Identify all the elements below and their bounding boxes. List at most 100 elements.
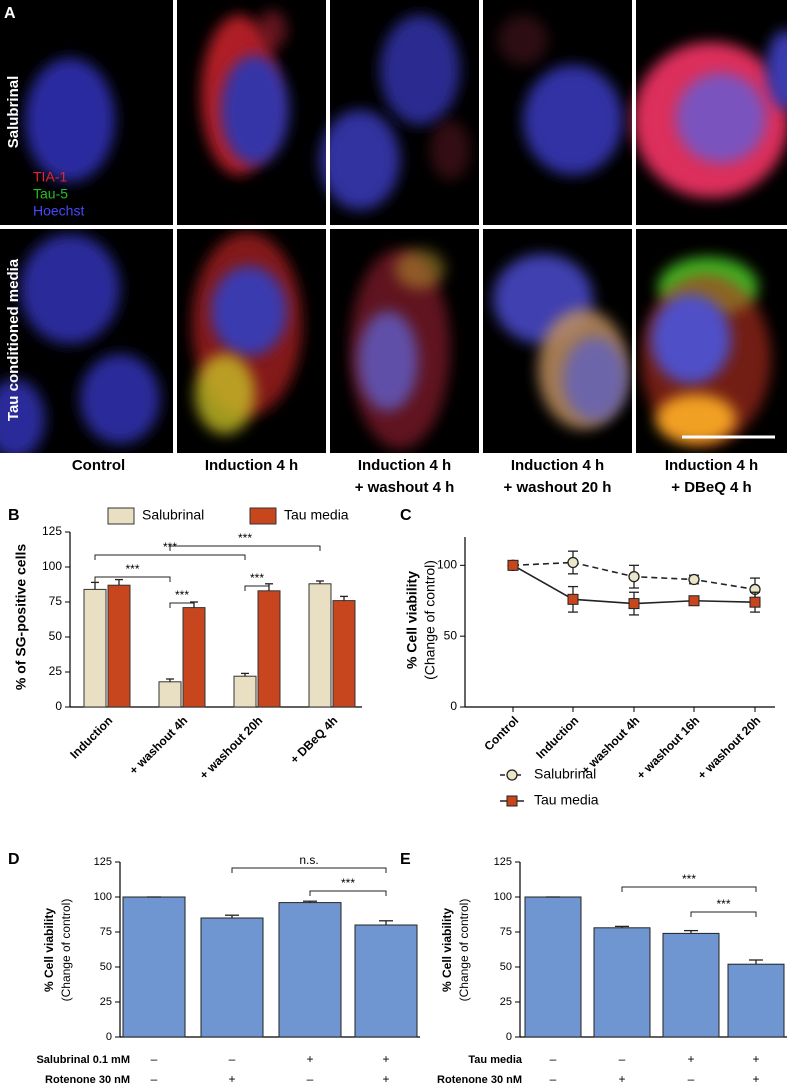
y-tick-label: 0: [506, 1031, 512, 1043]
marker: [567, 593, 579, 605]
legend-swatch: [107, 507, 135, 525]
condition-sign: –: [688, 1072, 695, 1086]
column-label: Induction 4 h: [205, 457, 298, 474]
cell-signal: [358, 311, 418, 411]
condition-sign: +: [752, 1072, 759, 1086]
condition-sign: –: [550, 1052, 557, 1066]
column-label: Induction 4 h: [665, 457, 758, 474]
condition-sign: –: [151, 1052, 158, 1066]
condition-sign: +: [382, 1052, 389, 1066]
cell-signal: [498, 15, 548, 65]
panel-label: D: [8, 851, 20, 868]
significance-label: ***: [341, 876, 355, 890]
marker: [567, 556, 579, 569]
condition-sign: +: [228, 1072, 235, 1086]
bar: [278, 902, 342, 1038]
y-axis-label: % Cell viability: [42, 908, 56, 992]
y-tick-label: 50: [444, 628, 458, 642]
cell-signal: [430, 120, 470, 180]
bar: [332, 600, 356, 708]
condition-sign: –: [550, 1072, 557, 1086]
panel-label: C: [400, 507, 412, 524]
column-label: + washout 4 h: [355, 479, 455, 496]
cell-signal: [80, 354, 160, 444]
y-axis-label: % of SG-positive cells: [13, 544, 29, 690]
legend-marker: [506, 795, 518, 807]
significance-bracket: [169, 602, 195, 608]
bar: [122, 896, 186, 1038]
y-tick-label: 75: [500, 926, 512, 938]
condition-label: Salubrinal 0.1 mM: [36, 1054, 130, 1066]
cell-signal: [25, 58, 115, 182]
separator: [0, 225, 787, 229]
row-label: Salubrinal: [5, 76, 22, 149]
column-label: + washout 20 h: [504, 479, 612, 496]
marker: [628, 598, 640, 610]
y-axis-label: % Cell viability: [440, 908, 454, 992]
significance-label: ***: [238, 531, 252, 545]
condition-sign: +: [618, 1072, 625, 1086]
cell-signal: [221, 55, 289, 165]
y-tick-label: 0: [106, 1031, 112, 1043]
marker: [749, 596, 761, 608]
marker: [688, 573, 700, 586]
cell-signal: [257, 10, 287, 50]
y-tick-label: 100: [437, 558, 457, 572]
significance-label: ***: [125, 562, 139, 576]
cell-signal: [320, 110, 400, 210]
y-tick-label: 125: [94, 856, 112, 868]
y-tick-label: 25: [100, 996, 112, 1008]
condition-sign: +: [382, 1072, 389, 1086]
significance-label: ***: [250, 571, 264, 585]
condition-sign: –: [229, 1052, 236, 1066]
significance-bracket: [690, 911, 757, 917]
y-tick-label: 0: [55, 699, 62, 713]
cell-signal: [523, 65, 623, 175]
significance-bracket: [169, 545, 321, 551]
bar: [524, 896, 582, 1038]
bar: [257, 590, 281, 708]
stain-label: TIA-1: [33, 169, 67, 185]
legend-label: Salubrinal: [142, 507, 204, 523]
y-tick-label: 25: [500, 996, 512, 1008]
y-tick-label: 0: [450, 699, 457, 713]
cell-signal: [380, 15, 460, 125]
significance-bracket: [309, 890, 387, 896]
stain-label: Hoechst: [33, 203, 84, 219]
condition-sign: –: [307, 1072, 314, 1086]
legend-marker: [506, 769, 518, 781]
significance-bracket: [94, 554, 246, 560]
y-tick-label: 100: [42, 559, 62, 573]
condition-sign: +: [752, 1052, 759, 1066]
cell-signal: [195, 354, 255, 434]
stain-label: Tau-5: [33, 186, 68, 202]
y-tick-label: 50: [49, 629, 63, 643]
column-label: Control: [72, 457, 125, 474]
bar: [593, 927, 651, 1038]
column-label: + DBeQ 4 h: [671, 479, 751, 496]
significance-label: ***: [682, 872, 696, 886]
significance-bracket: [94, 576, 171, 582]
y-tick-label: 125: [494, 856, 512, 868]
significance-label: n.s.: [299, 853, 318, 867]
legend-swatch: [249, 507, 277, 525]
bar: [107, 584, 131, 708]
cell-signal: [563, 337, 627, 421]
cell-signal: [0, 379, 45, 459]
bar: [200, 917, 264, 1038]
bar: [182, 607, 206, 708]
y-axis-label: % Cell viability: [404, 571, 420, 669]
legend-label: Tau media: [534, 792, 599, 808]
condition-label: Rotenone 30 nM: [437, 1074, 522, 1086]
cell-signal: [211, 266, 287, 356]
row-label: Tau conditioned media: [5, 258, 22, 421]
y-tick-label: 75: [100, 926, 112, 938]
y-tick-label: 50: [500, 961, 512, 973]
cell-signal: [766, 30, 787, 110]
y-axis-label: (Change of control): [422, 560, 438, 680]
y-tick-label: 100: [94, 891, 112, 903]
condition-sign: +: [687, 1052, 694, 1066]
panel-label: A: [4, 5, 16, 22]
